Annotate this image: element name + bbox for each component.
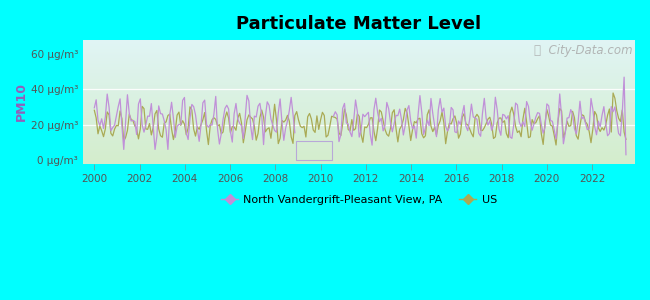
Text: Ⓢ  City-Data.com: Ⓢ City-Data.com xyxy=(534,44,632,57)
Bar xyxy=(296,142,332,160)
Y-axis label: PM10: PM10 xyxy=(15,82,28,121)
Title: Particulate Matter Level: Particulate Matter Level xyxy=(237,15,482,33)
Legend: North Vandergrift-Pleasant View, PA, US: North Vandergrift-Pleasant View, PA, US xyxy=(216,191,501,210)
